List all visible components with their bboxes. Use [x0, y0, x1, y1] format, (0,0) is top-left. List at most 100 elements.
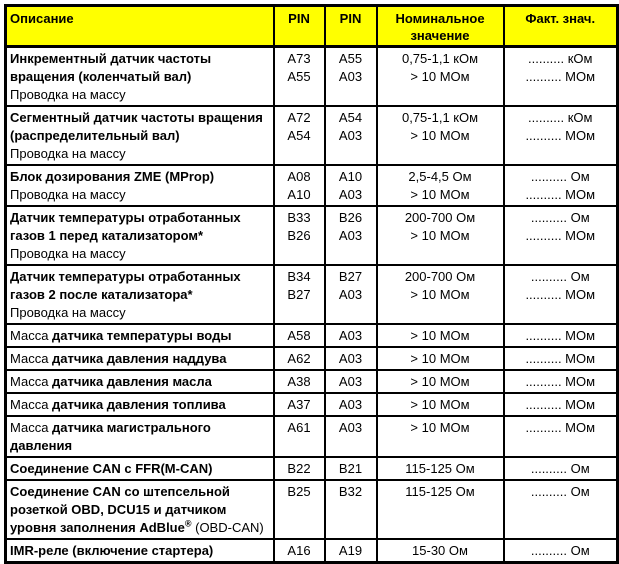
pin-b-cell: B26 A03 [323, 205, 378, 266]
pin-value: B26 [338, 210, 363, 225]
actual-value: .......... Ом [530, 269, 590, 284]
table-row: Масса датчика давления наддува A62 A03 >… [4, 346, 619, 371]
nominal-cell: > 10 МОм [375, 415, 505, 458]
description-cell: Масса датчика давления масла [4, 369, 275, 394]
pin-a-cell: A62 [272, 346, 326, 371]
description-prefix: Масса [10, 420, 53, 435]
pin-value: A03 [338, 187, 363, 202]
nominal-cell: > 10 МОм [375, 323, 505, 348]
pin-a-cell: A58 [272, 323, 326, 348]
description-prefix: Масса [10, 397, 53, 412]
description-cell: Соединение CAN с FFR(M-CAN) [4, 456, 275, 481]
pin-value: B27 [338, 269, 363, 284]
table-row: Блок дозирования ZME (MProp) Проводка на … [4, 164, 619, 207]
pin-b-cell: A10 A03 [323, 164, 378, 207]
description-title: Датчик температуры отработанных газов 1 … [10, 210, 241, 243]
pin-value: A03 [338, 397, 363, 412]
table-row: Датчик температуры отработанных газов 1 … [4, 205, 619, 266]
description-subtitle: Проводка на массу [10, 246, 126, 261]
pin-value: A03 [338, 228, 363, 243]
nominal-cell: 2,5-4,5 Ом > 10 МОм [375, 164, 505, 207]
nominal-cell: 0,75-1,1 кОм > 10 МОм [375, 105, 505, 166]
nominal-cell: 115-125 Ом [375, 479, 505, 540]
pin-value: B32 [338, 484, 363, 499]
actual-value: .......... МОм [525, 187, 596, 202]
actual-value: .......... МОм [525, 420, 596, 435]
description-subtitle: Проводка на массу [10, 146, 126, 161]
pin-a-cell: B34 B27 [272, 264, 326, 325]
pin-b-cell: A03 [323, 323, 378, 348]
actual-cell: .......... Ом .......... МОм [502, 205, 619, 266]
nominal-value: > 10 МОм [410, 374, 470, 389]
pin-value: B27 [287, 287, 311, 302]
pin-value: A37 [287, 397, 311, 412]
nominal-cell: 200-700 Ом > 10 МОм [375, 264, 505, 325]
nominal-value: > 10 МОм [410, 420, 470, 435]
pin-b-cell: A55 A03 [323, 45, 378, 107]
pin-value: A10 [287, 187, 311, 202]
pin-b-cell: A03 [323, 369, 378, 394]
pin-value: A03 [338, 351, 363, 366]
pin-b-cell: B32 [323, 479, 378, 540]
pin-value: A03 [338, 287, 363, 302]
description-subtitle: Проводка на массу [10, 305, 126, 320]
actual-value: .......... МОм [525, 374, 596, 389]
header-row: Описание PIN PIN Номинальное значение Фа… [4, 4, 619, 48]
description-title: Блок дозирования ZME (MProp) [10, 169, 215, 184]
nominal-cell: > 10 МОм [375, 369, 505, 394]
nominal-cell: 0,75-1,1 кОм > 10 МОм [375, 45, 505, 107]
description-cell: Сегментный датчик частоты вращения (расп… [4, 105, 275, 166]
description-title: Инкрементный датчик частоты вращения (ко… [10, 51, 212, 84]
table-row: Масса датчика магистрального давления A6… [4, 415, 619, 458]
actual-cell: .......... Ом [502, 479, 619, 540]
description-cell: Масса датчика давления топлива [4, 392, 275, 417]
description-title: Сегментный датчик частоты вращения (расп… [10, 110, 263, 143]
description-suffix: (OBD-CAN) [191, 520, 264, 535]
nominal-value: > 10 МОм [410, 397, 470, 412]
description-title: датчика магистрального давления [10, 420, 211, 453]
nominal-value: > 10 МОм [410, 287, 470, 302]
pin-value: A16 [287, 543, 311, 558]
description-cell: Масса датчика давления наддува [4, 346, 275, 371]
actual-value: .......... кОм [528, 110, 593, 125]
pin-value: A08 [287, 169, 311, 184]
nominal-value: > 10 МОм [410, 328, 470, 343]
description-title: Датчик температуры отработанных газов 2 … [10, 269, 241, 302]
nominal-value: 2,5-4,5 Ом [408, 169, 472, 184]
actual-value: .......... МОм [525, 287, 596, 302]
registered-mark: ® [184, 518, 192, 529]
actual-cell: .......... Ом [502, 538, 619, 564]
actual-cell: .......... МОм [502, 346, 619, 371]
description-cell: Масса датчика температуры воды [4, 323, 275, 348]
pin-value: A55 [287, 69, 311, 84]
table-row: Инкрементный датчик частоты вращения (ко… [4, 45, 619, 107]
actual-cell: .......... МОм [502, 369, 619, 394]
nominal-value: > 10 МОм [410, 128, 470, 143]
description-cell: Датчик температуры отработанных газов 1 … [4, 205, 275, 266]
table-row: Соединение CAN со штепсельной розеткой O… [4, 479, 619, 540]
description-prefix: Масса [10, 351, 53, 366]
description-title: IMR-реле (включение стартера) [10, 543, 214, 558]
nominal-value: > 10 МОм [410, 187, 470, 202]
nominal-cell: 15-30 Ом [375, 538, 505, 564]
pin-a-cell: A16 [272, 538, 326, 564]
nominal-value: 200-700 Ом [404, 269, 476, 284]
description-cell: Блок дозирования ZME (MProp) Проводка на … [4, 164, 275, 207]
actual-value: .......... Ом [530, 484, 590, 499]
description-cell: Соединение CAN со штепсельной розеткой O… [4, 479, 275, 540]
actual-cell: .......... МОм [502, 392, 619, 417]
nominal-cell: > 10 МОм [375, 346, 505, 371]
description-title: датчика давления топлива [52, 397, 226, 412]
pin-a-cell: A38 [272, 369, 326, 394]
header-actual: Факт. знач. [502, 4, 619, 48]
pin-value: A03 [338, 420, 363, 435]
header-pin-b: PIN [323, 4, 378, 48]
header-pin-a: PIN [272, 4, 326, 48]
actual-value: .......... Ом [530, 543, 590, 558]
pin-value: B22 [287, 461, 311, 476]
actual-cell: .......... Ом .......... МОм [502, 164, 619, 207]
pin-b-cell: A54 A03 [323, 105, 378, 166]
table-row: Соединение CAN с FFR(M-CAN) B22 B21 115-… [4, 456, 619, 481]
nominal-value: > 10 МОм [410, 228, 470, 243]
actual-cell: .......... кОм .......... МОм [502, 105, 619, 166]
